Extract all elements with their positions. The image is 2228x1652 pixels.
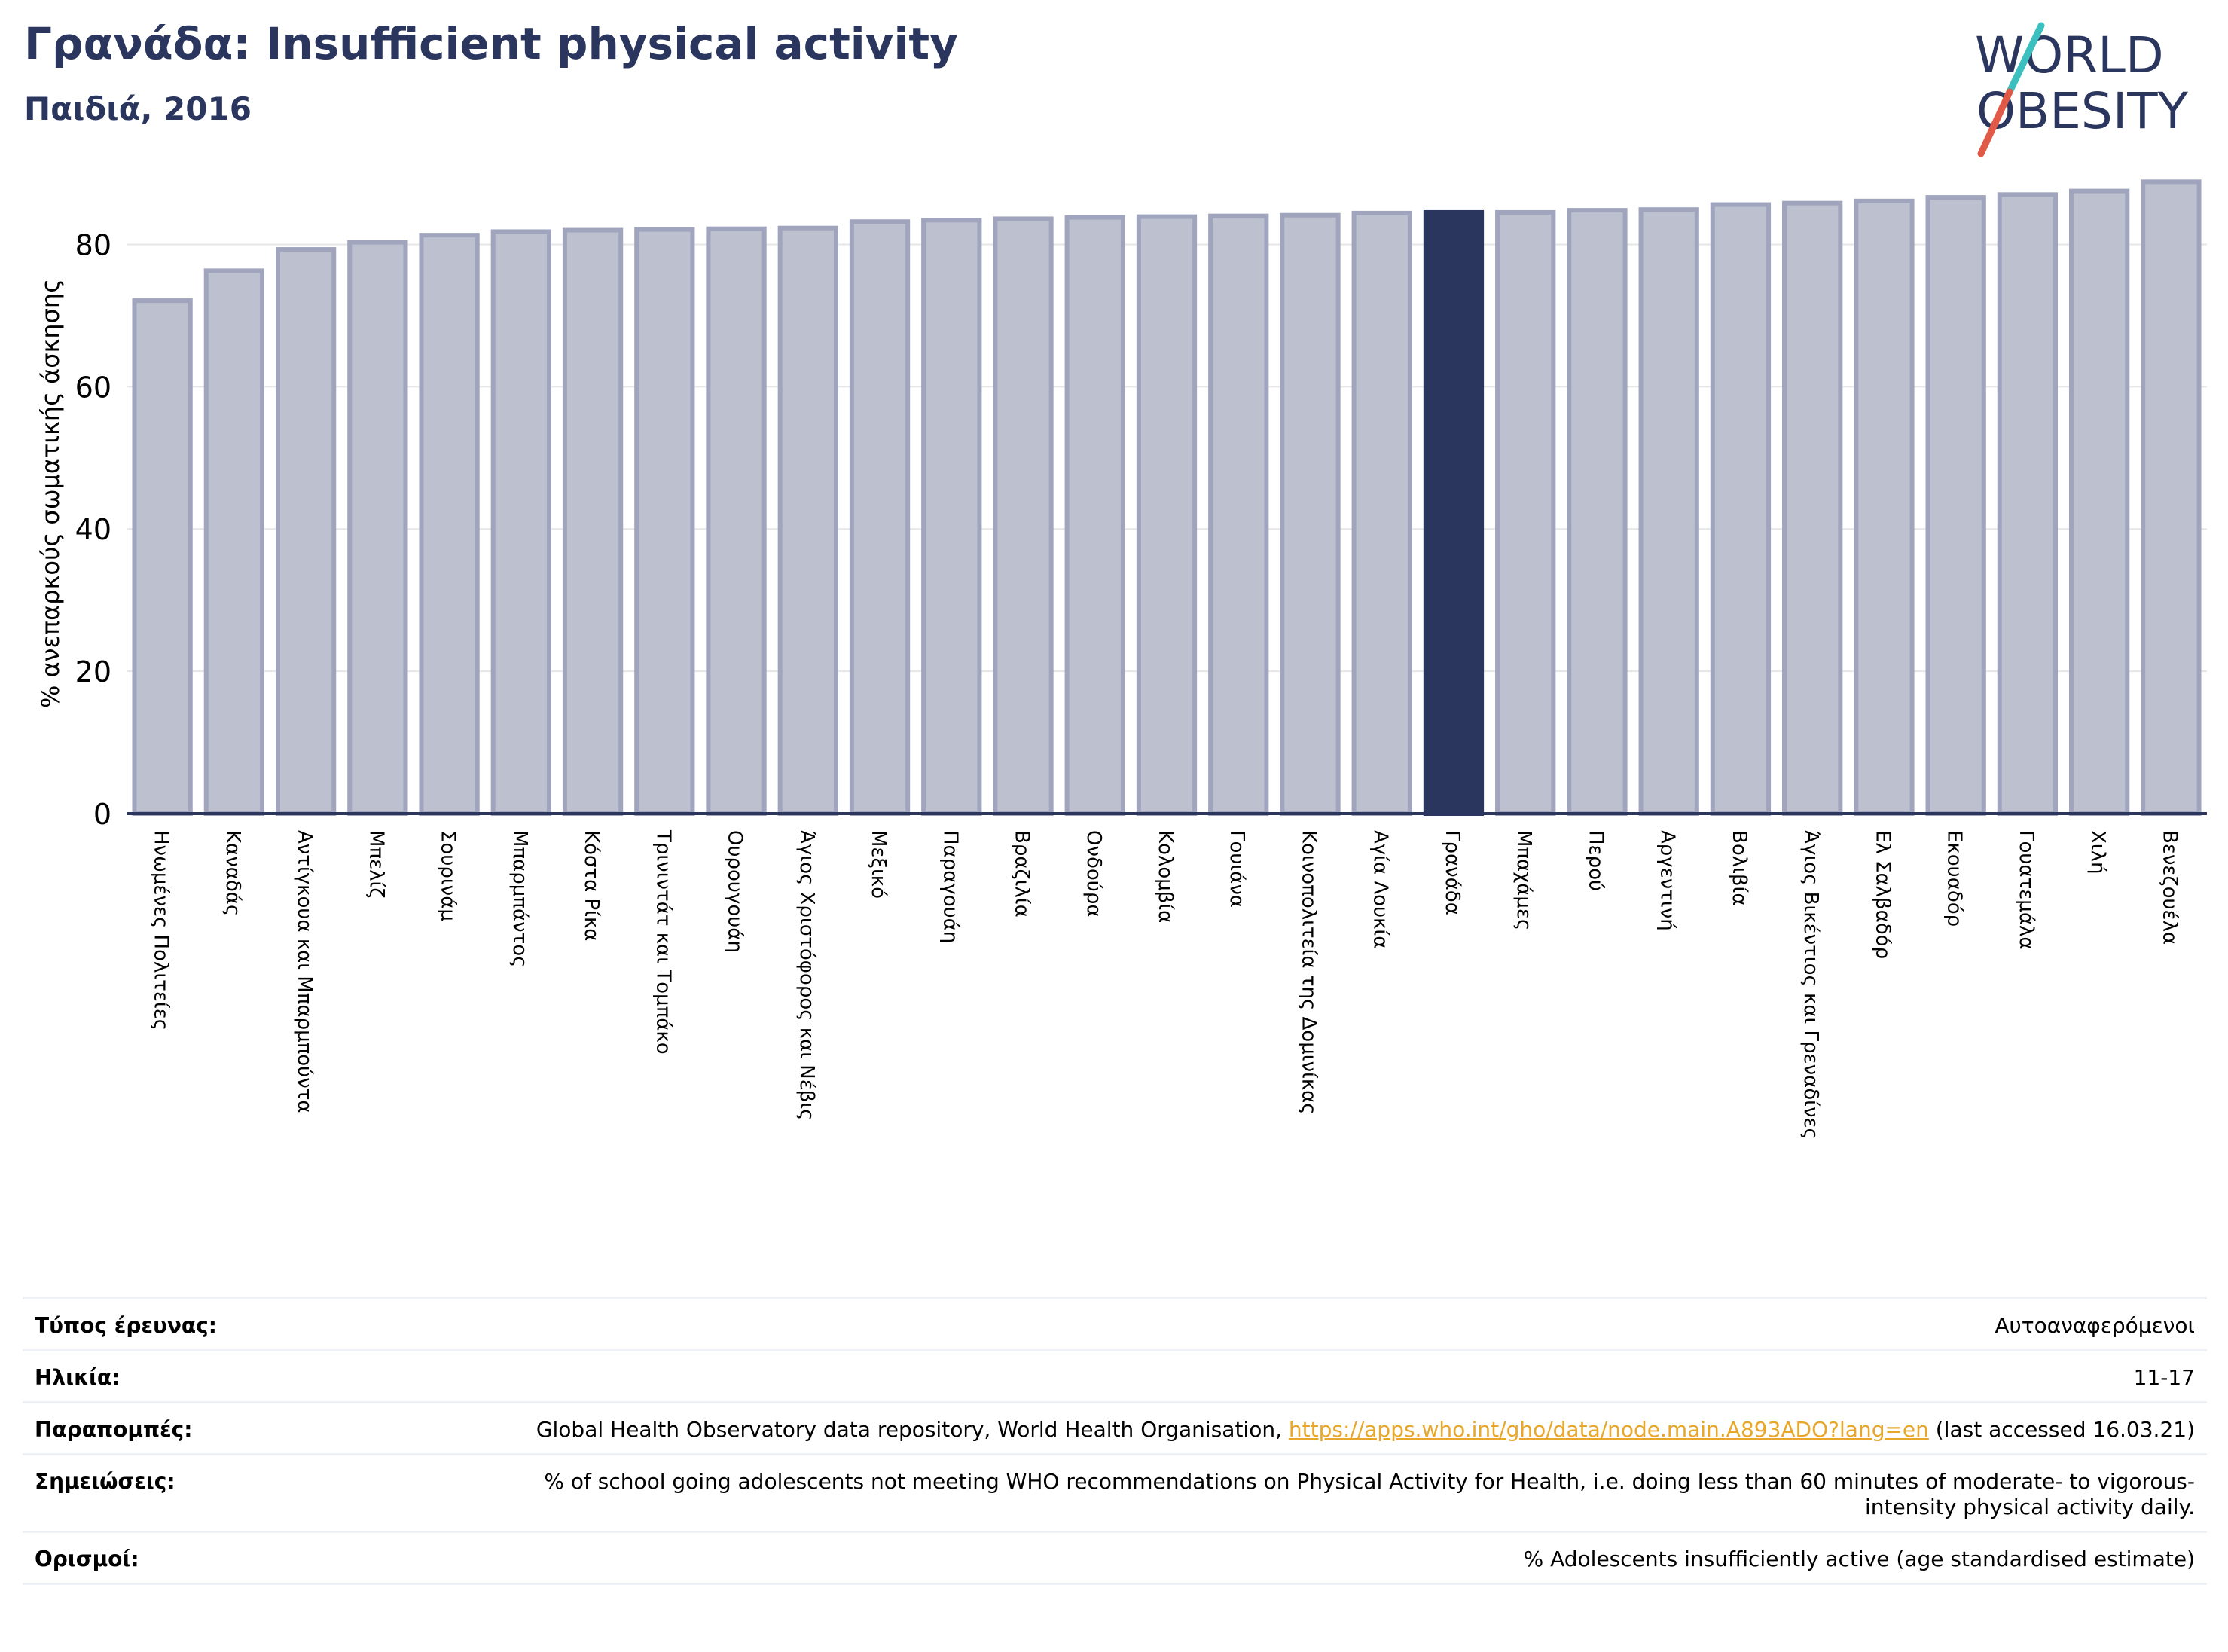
x-tick-label: Αργεντινή xyxy=(1656,830,1679,931)
bar xyxy=(1567,208,1628,817)
bar xyxy=(562,227,624,816)
x-tick-label: Άγιος Βικέντιος και Γρεναδίνες xyxy=(1799,830,1822,1140)
x-tick-label: Γουιάνα xyxy=(1225,830,1248,908)
x-tick-label: Κοινοπολιτεία της Δομινίκας xyxy=(1297,830,1320,1115)
reference-text: Global Health Observatory data repositor… xyxy=(536,1417,1289,1442)
bar xyxy=(419,233,480,816)
x-tick-label: Εκουαδόρ xyxy=(1943,830,1966,927)
bar xyxy=(993,216,1054,816)
info-row-age: Ηλικία: 11-17 xyxy=(23,1349,2207,1401)
info-label: Ορισμοί: xyxy=(35,1547,139,1571)
x-tick-label: Μπαχάμες xyxy=(1512,830,1535,930)
x-tick-label: Γρανάδα xyxy=(1441,830,1463,915)
info-value: % of school going adolescents not meetin… xyxy=(544,1469,2195,1519)
x-tick-label: Κολομβία xyxy=(1154,830,1177,923)
bar xyxy=(1423,209,1485,816)
info-label: Ηλικία: xyxy=(35,1365,121,1390)
bar xyxy=(1064,215,1125,816)
x-tick-label: Άγιος Χριστόφορος και Νέβις xyxy=(795,830,818,1120)
bar xyxy=(1351,210,1412,816)
info-label: Παραπομπές: xyxy=(35,1417,193,1442)
page-title: Γρανάδα: Insufficient physical activity xyxy=(24,18,958,69)
info-table: Τύπος έρευνας: Αυτοαναφερόμενοι Ηλικία: … xyxy=(23,1297,2207,1585)
x-tick-label: Μεξικό xyxy=(867,830,890,899)
info-value: Αυτοαναφερόμενοι xyxy=(1995,1313,2195,1338)
x-tick-label: Καναδάς xyxy=(221,830,244,916)
y-tick-label: 80 xyxy=(75,228,111,261)
bar xyxy=(490,229,551,816)
bar xyxy=(1208,213,1269,816)
x-tick-label: Μπαρμπάντος xyxy=(508,830,531,967)
reference-accessed: (last accessed 16.03.21) xyxy=(1928,1417,2195,1442)
info-value: Global Health Observatory data repositor… xyxy=(536,1417,2195,1443)
bar xyxy=(921,218,982,817)
bar xyxy=(1280,212,1341,816)
bar xyxy=(203,268,265,816)
info-label: Τύπος έρευνας: xyxy=(35,1313,217,1338)
x-tick-label: Ονδούρα xyxy=(1082,830,1105,918)
logo-slash-red xyxy=(1977,88,2013,157)
x-tick-label: Περού xyxy=(1584,830,1607,891)
y-tick-label: 20 xyxy=(75,655,111,689)
bar xyxy=(777,225,838,816)
x-tick-label: Χιλή xyxy=(2086,830,2109,874)
bar xyxy=(1782,200,1843,816)
logo-line1: WORLD xyxy=(1975,26,2164,84)
bar xyxy=(634,227,695,817)
bar xyxy=(849,219,911,816)
x-tick-label: Βενεζουέλα xyxy=(2158,830,2181,945)
x-tick-label: Γουατεμάλα xyxy=(2015,830,2037,950)
x-tick-label: Ελ Σαλβαδόρ xyxy=(1871,830,1894,959)
bar-chart: 0 20 40 60 80 % ανεπαρκούς σωματικής άσκησης Η… xyxy=(36,179,2207,1140)
bar xyxy=(1136,214,1198,817)
bar xyxy=(1925,195,1986,817)
reference-link[interactable]: https://apps.who.int/gho/data/node.main.… xyxy=(1288,1417,1929,1442)
info-row-survey-type: Τύπος έρευνας: Αυτοαναφερόμενοι xyxy=(23,1297,2207,1349)
y-tick-label: 60 xyxy=(75,371,111,404)
x-tick-label: Τρινιντάτ και Τομπάκο xyxy=(652,829,674,1055)
x-tick-label: Αντίγκουα και Μπαρμπούντα xyxy=(293,830,316,1113)
y-tick-label: 0 xyxy=(93,798,111,831)
x-tick-label: Κόστα Ρίκα xyxy=(580,830,603,941)
info-value: % Adolescents insufficiently active (age… xyxy=(1523,1547,2195,1571)
bar xyxy=(132,298,193,816)
bar xyxy=(706,226,767,816)
x-tick-label: Βολιβία xyxy=(1728,830,1750,905)
x-tick-label: Παραγουάη xyxy=(939,830,961,943)
bar xyxy=(275,247,337,816)
bar xyxy=(1997,192,2059,817)
logo-slash-teal xyxy=(2006,22,2045,96)
x-tick-label: Ουρουγουάη xyxy=(724,830,746,953)
y-tick-label: 40 xyxy=(75,513,111,546)
bar xyxy=(347,240,408,817)
bar xyxy=(2068,188,2130,817)
info-row-notes: Σημειώσεις: % of school going adolescent… xyxy=(23,1453,2207,1531)
y-axis-label: % ανεπαρκούς σωματικής άσκησης xyxy=(36,279,65,708)
bar xyxy=(1854,198,1915,817)
bar xyxy=(1638,207,1699,816)
bar xyxy=(2141,179,2202,817)
x-tick-label: Σουρινάμ xyxy=(437,830,459,921)
info-value: 11-17 xyxy=(2133,1365,2195,1390)
bar xyxy=(1495,209,1556,816)
x-tick-label: Ηνωμένες Πολιτείες xyxy=(150,830,172,1031)
x-tick-label: Βραζιλία xyxy=(1011,830,1033,918)
x-tick-label: Μπελίζ xyxy=(365,830,387,898)
x-tick-label: Αγία Λουκία xyxy=(1369,830,1392,948)
info-row-definitions: Ορισμοί: % Adolescents insufficiently ac… xyxy=(23,1531,2207,1585)
info-label: Σημειώσεις: xyxy=(35,1469,175,1494)
page-subtitle: Παιδιά, 2016 xyxy=(24,90,252,127)
info-row-references: Παραπομπές: Global Health Observatory da… xyxy=(23,1401,2207,1453)
world-obesity-logo: WORLD OBESITY xyxy=(1975,22,2189,157)
bar xyxy=(1710,202,1772,816)
